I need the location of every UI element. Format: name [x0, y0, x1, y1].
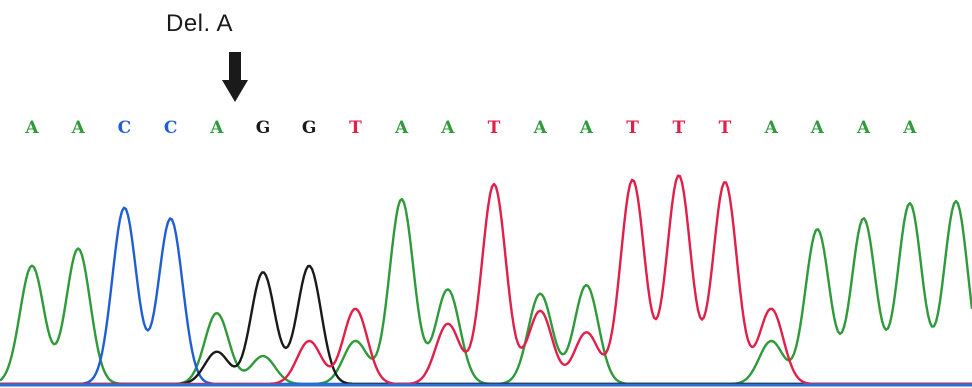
base-call-4: C	[163, 118, 178, 138]
base-call-14: T	[626, 118, 639, 138]
base-call-9: A	[394, 118, 409, 138]
base-call-7: G	[301, 118, 317, 138]
base-call-18: A	[810, 118, 824, 138]
chromatogram-trace	[0, 174, 972, 387]
base-call-19: A	[856, 118, 871, 138]
base-call-15: T	[672, 118, 686, 138]
base-call-13: A	[579, 118, 593, 138]
base-call-10: A	[441, 118, 455, 138]
base-call-3: C	[117, 118, 132, 138]
base-call-1: A	[25, 118, 39, 138]
base-call-8: T	[349, 118, 362, 138]
base-call-20: A	[903, 118, 917, 138]
down-arrow-icon	[222, 52, 248, 104]
trace-T	[0, 174, 972, 386]
base-call-17: A	[764, 118, 778, 138]
deletion-label: Del. A	[166, 10, 234, 37]
arrow-head	[222, 80, 248, 102]
base-call-12: A	[533, 118, 547, 138]
base-call-11: T	[487, 118, 501, 138]
base-call-2: A	[71, 118, 85, 138]
base-call-5: A	[210, 118, 224, 138]
base-call-16: T	[718, 118, 732, 138]
arrow-shaft	[229, 52, 241, 82]
base-call-6: G	[255, 118, 271, 138]
